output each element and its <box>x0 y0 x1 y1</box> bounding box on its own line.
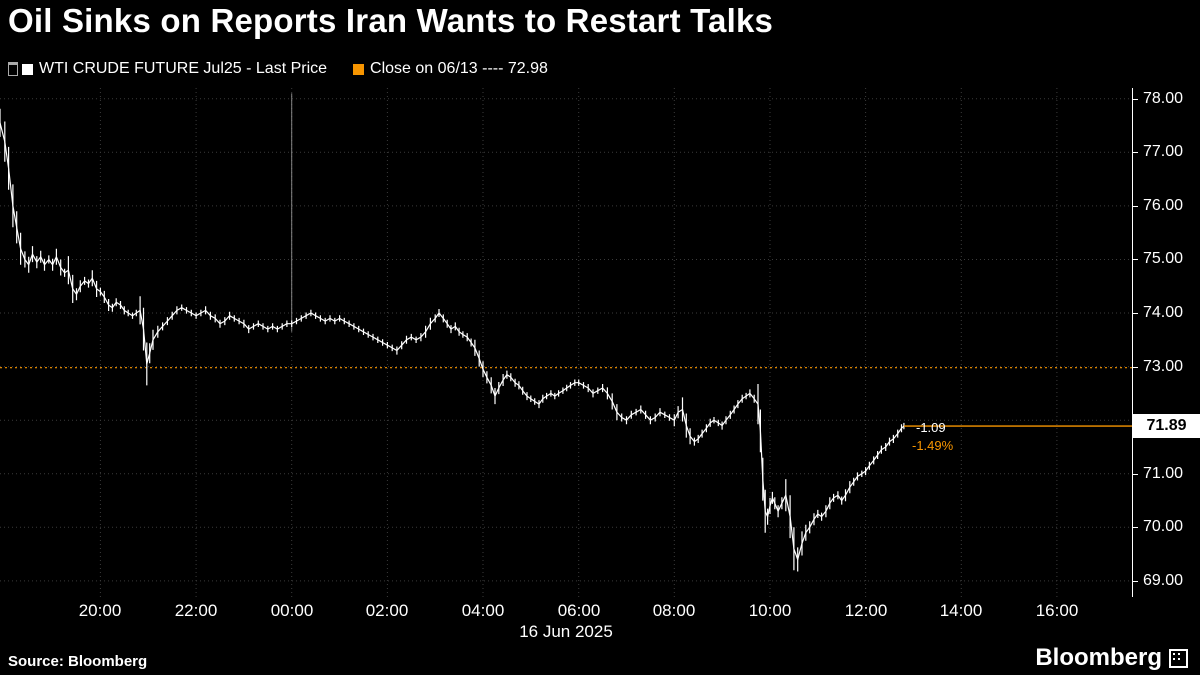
x-axis-date-label: 16 Jun 2025 <box>519 622 613 641</box>
price-line <box>0 122 905 561</box>
x-tick-label: 10:00 <box>748 601 792 620</box>
chart-legend: WTI CRUDE FUTURE Jul25 - Last Price Clos… <box>8 60 548 78</box>
bloomberg-logo: Bloomberg <box>1035 644 1188 672</box>
x-tick-label: 06:00 <box>557 601 601 620</box>
y-tick-label: 71.00 <box>1133 464 1183 484</box>
x-tick-label: 04:00 <box>461 601 505 620</box>
series-swatch <box>22 63 33 75</box>
price-chart-svg <box>0 88 1132 597</box>
x-tick-label: 08:00 <box>652 601 696 620</box>
last-price-label: 71.89 <box>1133 414 1200 438</box>
close-swatch <box>353 63 365 75</box>
y-tick-label: 69.00 <box>1133 571 1183 591</box>
y-tick-label: 73.00 <box>1133 357 1183 377</box>
y-tick-label: 74.00 <box>1133 303 1183 323</box>
x-tick-label: 12:00 <box>844 601 888 620</box>
y-tick-label: 70.00 <box>1133 517 1183 537</box>
source-label: Source: Bloomberg <box>8 653 148 670</box>
x-tick-label: 22:00 <box>174 601 218 620</box>
legend-item-last-price: WTI CRUDE FUTURE Jul25 - Last Price <box>22 60 327 78</box>
x-tick-label: 02:00 <box>365 601 409 620</box>
legend-item-close: Close on 06/13 ---- 72.98 <box>353 60 548 78</box>
chart-title: Oil Sinks on Reports Iran Wants to Resta… <box>8 2 774 39</box>
net-change-annotation: -1.09 <box>916 420 946 435</box>
x-tick-label: 20:00 <box>78 601 122 620</box>
y-axis: 78.00 77.00 76.00 75.00 74.00 73.00 71.00 70.00… <box>1132 88 1200 597</box>
price-bars <box>0 108 905 572</box>
x-tick-label: 16:00 <box>1035 601 1079 620</box>
legend-panel-icon <box>8 62 18 76</box>
series-label: WTI CRUDE FUTURE Jul25 - Last Price <box>39 60 328 77</box>
pct-change-annotation: -1.49% <box>912 438 954 453</box>
y-tick-label: 76.00 <box>1133 196 1183 216</box>
x-tick-label: 00:00 <box>270 601 314 620</box>
bloomberg-logo-mark <box>1169 648 1188 668</box>
x-tick-label: 14:00 <box>939 601 983 620</box>
y-tick-label: 75.00 <box>1133 249 1183 269</box>
price-chart-plot-area <box>0 88 1132 597</box>
y-tick-label: 77.00 <box>1133 142 1183 162</box>
bloomberg-logo-text: Bloomberg <box>1035 644 1162 671</box>
close-label: Close on 06/13 ---- 72.98 <box>370 60 548 77</box>
y-tick-label: 78.00 <box>1133 89 1183 109</box>
